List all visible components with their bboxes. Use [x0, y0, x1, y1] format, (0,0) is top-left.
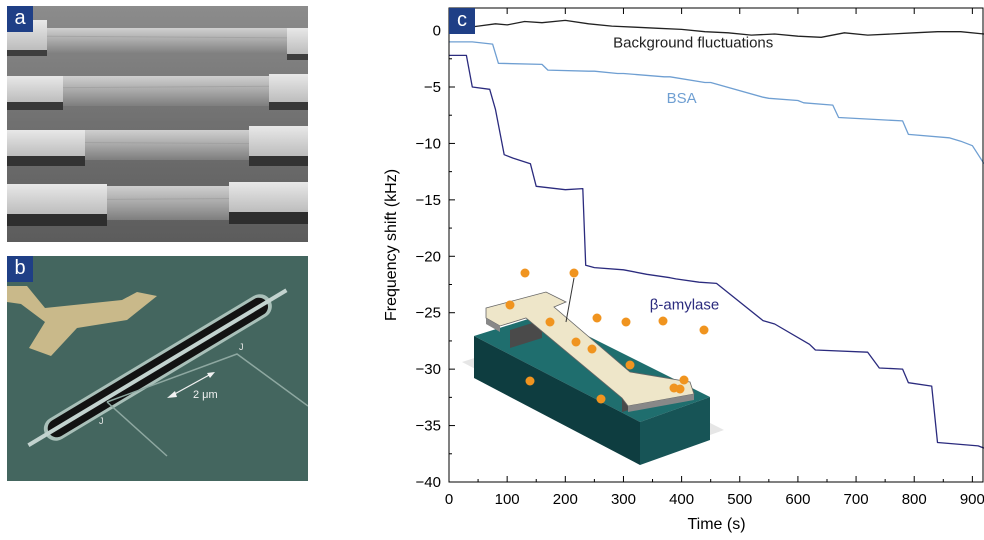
y-tick-label: −5 — [424, 79, 441, 96]
panel-label-c: c — [449, 8, 475, 34]
series-annotation: β-amylase — [650, 296, 719, 313]
x-tick-label: 800 — [902, 491, 927, 508]
x-axis-label: Time (s) — [687, 516, 745, 533]
protein-dot — [571, 337, 581, 347]
y-tick-label: −20 — [416, 248, 441, 265]
scale-label: 2 μm — [193, 389, 218, 401]
y-tick-label: −15 — [416, 192, 441, 209]
protein-dot — [587, 344, 597, 354]
protein-dot — [545, 317, 555, 327]
y-tick-label: −40 — [416, 474, 441, 491]
protein-dot — [658, 316, 668, 326]
panel-c-chart: 0 100 200 300 400 500 600 700 800 900 0 −5 −10 −15 −20… — [378, 0, 984, 540]
pointer-line — [565, 277, 575, 323]
panel-label-a: a — [7, 6, 33, 32]
y-tick-label: −25 — [416, 305, 441, 322]
protein-dot — [675, 384, 685, 394]
protein-dot — [699, 325, 709, 335]
panel-b-micrograph: 2 μm J J b — [7, 256, 308, 481]
protein-dot — [621, 317, 631, 327]
x-tick-label: 900 — [960, 491, 984, 508]
protein-dot — [520, 268, 530, 278]
y-axis-label: Frequency shift (kHz) — [383, 169, 400, 321]
panel-a-micrograph: a — [7, 6, 308, 242]
y-tick-label: −10 — [416, 135, 441, 152]
x-tick-label: 300 — [611, 491, 636, 508]
plot-frame — [448, 7, 984, 483]
protein-dots — [505, 268, 709, 404]
x-tick-label: 100 — [495, 491, 520, 508]
protein-dot — [596, 394, 606, 404]
x-tick-label: 0 — [445, 491, 453, 508]
cantilever-illustration — [462, 291, 724, 465]
protein-dot — [625, 360, 635, 370]
series-line-0 — [448, 19, 984, 38]
x-tick-label: 200 — [553, 491, 578, 508]
protein-dot — [525, 376, 535, 386]
y-tick-label: 0 — [433, 23, 441, 40]
y-tick-label: −35 — [416, 418, 441, 435]
y-tick-label: −30 — [416, 361, 441, 378]
series-line-2 — [449, 54, 984, 449]
protein-dot — [569, 268, 579, 278]
frequency-shift-chart: 0 100 200 300 400 500 600 700 800 900 0 −5 −10 −15 −20… — [383, 7, 984, 533]
panel-label-b: b — [7, 256, 33, 282]
x-tick-label: 700 — [844, 491, 869, 508]
protein-dot — [505, 300, 515, 310]
protein-dot — [592, 313, 602, 323]
sem-image-bridge: 2 μm J J — [7, 256, 308, 481]
x-tick-label: 600 — [785, 491, 810, 508]
series-annotation: Background fluctuations — [613, 35, 773, 52]
protein-dot — [679, 375, 689, 385]
series-annotation: BSA — [667, 90, 697, 107]
scale-arrow — [170, 373, 212, 397]
junction-label-left: J — [99, 416, 104, 426]
sem-image-beams — [7, 6, 308, 242]
junction-label-right: J — [239, 342, 244, 352]
series-line-1 — [449, 41, 984, 165]
x-tick-label: 500 — [727, 491, 752, 508]
x-tick-label: 400 — [669, 491, 694, 508]
